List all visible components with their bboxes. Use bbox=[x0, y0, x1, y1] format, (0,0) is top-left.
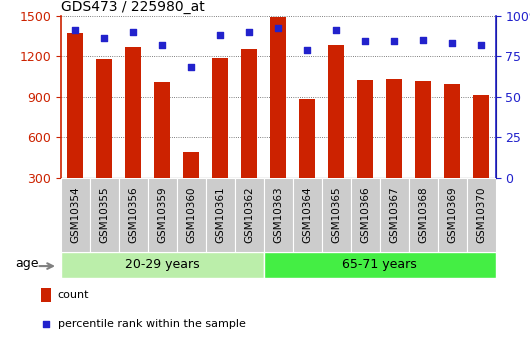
Point bbox=[332, 27, 340, 33]
Bar bbox=[41, 288, 51, 302]
Bar bbox=[206, 178, 235, 252]
Text: GSM10370: GSM10370 bbox=[476, 187, 486, 243]
Bar bbox=[293, 178, 322, 252]
Bar bbox=[154, 82, 170, 178]
Bar bbox=[438, 178, 466, 252]
Point bbox=[100, 36, 109, 41]
Text: GSM10367: GSM10367 bbox=[389, 186, 399, 243]
Bar bbox=[409, 178, 438, 252]
Bar bbox=[351, 178, 379, 252]
Text: 65-71 years: 65-71 years bbox=[342, 258, 417, 271]
Text: percentile rank within the sample: percentile rank within the sample bbox=[58, 319, 245, 329]
Bar bbox=[61, 178, 90, 252]
Bar bbox=[61, 252, 264, 278]
Bar bbox=[126, 47, 142, 178]
Text: GSM10368: GSM10368 bbox=[418, 186, 428, 243]
Text: GSM10363: GSM10363 bbox=[273, 186, 283, 243]
Text: GSM10366: GSM10366 bbox=[360, 186, 370, 243]
Bar bbox=[235, 178, 264, 252]
Text: GSM10365: GSM10365 bbox=[331, 186, 341, 243]
Point bbox=[129, 29, 138, 34]
Text: GSM10356: GSM10356 bbox=[128, 186, 138, 243]
Bar bbox=[90, 178, 119, 252]
Bar bbox=[415, 81, 431, 178]
Point bbox=[42, 321, 50, 326]
Point bbox=[158, 42, 166, 48]
Bar bbox=[177, 178, 206, 252]
Point bbox=[187, 65, 196, 70]
Text: 20-29 years: 20-29 years bbox=[125, 258, 200, 271]
Point bbox=[303, 47, 312, 52]
Bar bbox=[379, 178, 409, 252]
Bar bbox=[183, 152, 199, 178]
Text: GDS473 / 225980_at: GDS473 / 225980_at bbox=[61, 0, 205, 14]
Bar bbox=[444, 85, 460, 178]
Bar bbox=[148, 178, 177, 252]
Bar bbox=[67, 33, 83, 178]
Bar bbox=[241, 49, 257, 178]
Bar bbox=[264, 252, 496, 278]
Bar bbox=[119, 178, 148, 252]
Bar bbox=[213, 58, 228, 178]
Text: count: count bbox=[58, 290, 89, 300]
Bar bbox=[357, 80, 373, 178]
Point bbox=[361, 39, 369, 44]
Text: GSM10361: GSM10361 bbox=[215, 186, 225, 243]
Point bbox=[390, 39, 399, 44]
Text: GSM10360: GSM10360 bbox=[187, 187, 196, 243]
Text: GSM10355: GSM10355 bbox=[100, 186, 109, 243]
Point bbox=[448, 40, 456, 46]
Bar bbox=[264, 178, 293, 252]
Bar bbox=[473, 95, 489, 178]
Text: GSM10362: GSM10362 bbox=[244, 186, 254, 243]
Point bbox=[71, 27, 80, 33]
Point bbox=[216, 32, 225, 38]
Text: GSM10369: GSM10369 bbox=[447, 186, 457, 243]
Bar bbox=[328, 45, 344, 178]
Bar bbox=[386, 79, 402, 178]
Bar bbox=[299, 99, 315, 178]
Text: age: age bbox=[15, 257, 39, 270]
Point bbox=[274, 26, 282, 31]
Text: GSM10354: GSM10354 bbox=[70, 186, 81, 243]
Bar bbox=[322, 178, 351, 252]
Point bbox=[419, 37, 427, 43]
Point bbox=[245, 29, 253, 34]
Bar bbox=[270, 17, 286, 178]
Point bbox=[477, 42, 485, 48]
Text: GSM10364: GSM10364 bbox=[302, 186, 312, 243]
Bar bbox=[96, 59, 112, 178]
Text: GSM10359: GSM10359 bbox=[157, 186, 167, 243]
Bar bbox=[466, 178, 496, 252]
